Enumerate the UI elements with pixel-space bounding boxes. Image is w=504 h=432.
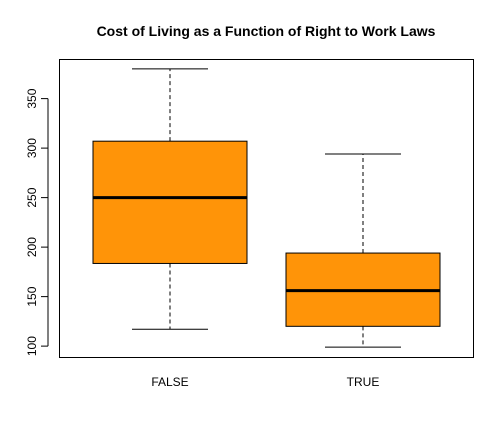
y-tick-label: 200 — [25, 237, 39, 257]
y-tick-label: 250 — [25, 187, 39, 207]
box-true — [285, 153, 441, 348]
plot-frame — [59, 59, 474, 358]
y-tick-label: 100 — [25, 336, 39, 356]
box-false — [92, 68, 248, 330]
y-tick-label: 150 — [25, 286, 39, 306]
x-tick-label: FALSE — [151, 375, 188, 389]
y-tick-label: 300 — [25, 138, 39, 158]
iqr-box — [92, 140, 248, 264]
y-tick-label: 350 — [25, 88, 39, 108]
y-axis: 100 150 200 250 300 350 — [25, 88, 49, 356]
boxes-layer — [92, 68, 441, 348]
chart-title: Cost of Living as a Function of Right to… — [97, 23, 436, 39]
x-tick-label: TRUE — [347, 375, 380, 389]
x-axis: FALSE TRUE — [151, 375, 379, 389]
